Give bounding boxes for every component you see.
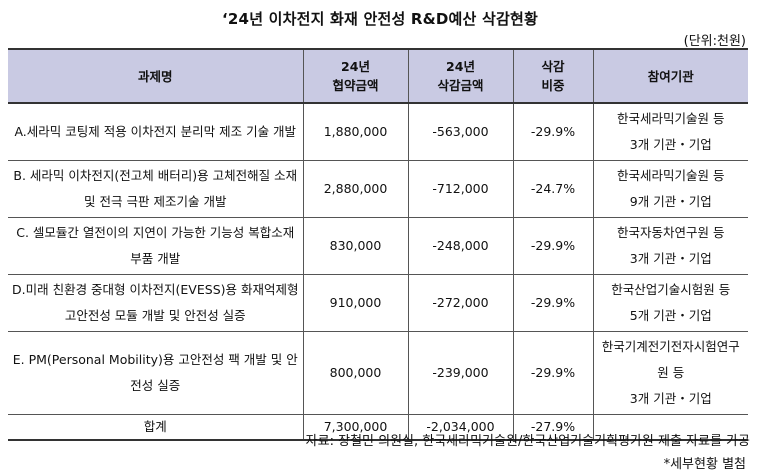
total-ratio: -27.9% — [512, 414, 594, 441]
contract-cell: 800,000 — [302, 331, 409, 415]
table-row: E. PM(Personal Mobility)용 고안전성 팩 개발 및 안전… — [8, 331, 748, 415]
ratio-cell: -29.9% — [512, 331, 594, 415]
task-cell: C. 셀모듈간 열전이의 지연이 가능한 기능성 복합소재부품 개발 — [8, 217, 304, 275]
table-row: C. 셀모듈간 열전이의 지연이 가능한 기능성 복합소재부품 개발 830,0… — [8, 217, 748, 275]
org-cell: 한국기계전기전자시험연구원 등 3개 기관・기업 — [592, 331, 748, 415]
header-ratio: 삭감 비중 — [512, 48, 594, 104]
total-row: 합계 7,300,000 -2,034,000 -27.9% — [8, 414, 748, 441]
ratio-cell: -29.9% — [512, 102, 594, 161]
cut-cell: -248,000 — [407, 217, 514, 275]
cut-cell: -272,000 — [407, 274, 514, 332]
footnote: *세부현황 별첨 — [663, 457, 746, 472]
table-row: D.미래 친환경 중대형 이차전지(EVESS)용 화재억제형 고안전성 모듈 … — [8, 274, 748, 332]
cut-cell: -563,000 — [407, 102, 514, 161]
contract-cell: 1,880,000 — [302, 102, 409, 161]
ratio-cell: -24.7% — [512, 160, 594, 218]
total-cut: -2,034,000 — [407, 414, 514, 441]
total-contract: 7,300,000 — [302, 414, 409, 441]
ratio-cell: -29.9% — [512, 217, 594, 275]
contract-cell: 910,000 — [302, 274, 409, 332]
unit-label: (단위:천원) — [683, 34, 746, 49]
org-cell: 한국세라믹기술원 등 9개 기관・기업 — [592, 160, 748, 218]
header-task: 과제명 — [8, 48, 304, 104]
total-label: 합계 — [8, 414, 304, 441]
header-contract: 24년 협약금액 — [302, 48, 409, 104]
budget-cut-table: 과제명 24년 협약금액 24년 삭감금액 삭감 비중 참여기관 A.세라믹 코… — [8, 48, 748, 441]
table-row: A.세라믹 코팅제 적용 이차전지 분리막 제조 기술 개발 1,880,000… — [8, 102, 748, 161]
total-org — [592, 414, 748, 441]
task-cell: A.세라믹 코팅제 적용 이차전지 분리막 제조 기술 개발 — [8, 102, 304, 161]
org-cell: 한국산업기술시험원 등 5개 기관・기업 — [592, 274, 748, 332]
table-row: B. 세라믹 이차전지(전고체 배터리)용 고체전해질 소재 및 전극 극판 제… — [8, 160, 748, 218]
task-cell: B. 세라믹 이차전지(전고체 배터리)용 고체전해질 소재 및 전극 극판 제… — [8, 160, 304, 218]
header-org: 참여기관 — [592, 48, 748, 104]
table-header-row: 과제명 24년 협약금액 24년 삭감금액 삭감 비중 참여기관 — [8, 48, 748, 104]
org-cell: 한국자동차연구원 등 3개 기관・기업 — [592, 217, 748, 275]
task-cell: D.미래 친환경 중대형 이차전지(EVESS)용 화재억제형 고안전성 모듈 … — [8, 274, 304, 332]
page-title: ‘24년 이차전지 화재 안전성 R&D예산 삭감현황 — [222, 10, 538, 28]
header-cut: 24년 삭감금액 — [407, 48, 514, 104]
org-cell: 한국세라믹기술원 등 3개 기관・기업 — [592, 102, 748, 161]
source-note: 자료: 장철민 의원실, 한국세라믹기술원/한국산업기술기획평가원 제출 자료를… — [305, 434, 750, 449]
cut-cell: -239,000 — [407, 331, 514, 415]
cut-cell: -712,000 — [407, 160, 514, 218]
task-cell: E. PM(Personal Mobility)용 고안전성 팩 개발 및 안전… — [8, 331, 304, 415]
contract-cell: 830,000 — [302, 217, 409, 275]
contract-cell: 2,880,000 — [302, 160, 409, 218]
ratio-cell: -29.9% — [512, 274, 594, 332]
